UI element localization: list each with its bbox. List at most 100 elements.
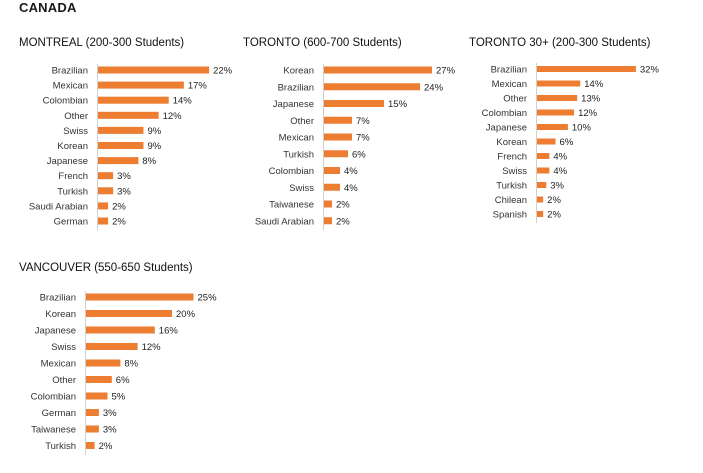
bar-turkish	[98, 187, 114, 195]
bar-swiss	[86, 343, 138, 350]
toronto-30-plus-chart-title: TORONTO 30+ (200-300 Students)	[469, 37, 651, 49]
toronto-bar-chart: Korean 27% Brazilian 24% Japanese 15% Other 7% M…	[255, 64, 456, 231]
value-label-brazilian: 22%	[213, 66, 233, 77]
category-label-colombian: Colombian	[269, 166, 314, 177]
category-label-korean: Korean	[57, 141, 88, 152]
value-label-swiss: 4%	[553, 166, 567, 177]
bar-turkish	[537, 182, 547, 188]
category-label-french: French	[497, 152, 527, 163]
category-label-turkish: Turkish	[283, 149, 314, 160]
montreal-chart-title: MONTREAL (200-300 Students)	[19, 37, 185, 49]
category-label-swiss: Swiss	[63, 126, 88, 137]
bar-colombian	[86, 392, 108, 400]
value-label-colombian: 14%	[173, 96, 193, 107]
category-label-taiwanese: Taiwanese	[269, 200, 314, 211]
value-label-french: 4%	[553, 152, 567, 163]
bar-spanish	[537, 211, 544, 217]
value-label-mexican: 17%	[188, 81, 208, 92]
value-label-spanish: 2%	[547, 210, 561, 221]
category-label-french: French	[58, 171, 88, 182]
bar-colombian	[324, 167, 340, 174]
bar-other	[324, 116, 352, 124]
category-label-mexican: Mexican	[41, 359, 76, 370]
value-label-brazilian: 25%	[198, 293, 218, 304]
value-label-colombian: 12%	[578, 108, 598, 119]
category-label-turkish: Turkish	[45, 441, 76, 452]
value-label-other: 7%	[356, 116, 370, 127]
value-label-japanese: 15%	[388, 99, 408, 110]
bar-brazilian	[86, 293, 194, 301]
value-label-turkish: 3%	[117, 186, 131, 197]
category-label-saudi-arabian: Saudi Arabian	[29, 201, 88, 212]
category-label-spanish: Spanish	[493, 210, 527, 221]
bar-turkish	[324, 150, 348, 158]
page-title: CANADA	[19, 0, 77, 15]
bar-taiwanese	[86, 425, 99, 433]
bar-colombian	[537, 109, 575, 116]
category-label-swiss: Swiss	[289, 183, 314, 194]
value-label-saudi-arabian: 2%	[336, 216, 350, 227]
bar-mexican	[86, 359, 121, 367]
vancouver-chart-title: VANCOUVER (550-650 Students)	[19, 262, 193, 274]
value-label-japanese: 16%	[159, 326, 179, 337]
category-label-mexican: Mexican	[279, 133, 314, 144]
category-label-other: Other	[290, 116, 314, 127]
value-label-korean: 27%	[436, 66, 456, 77]
value-label-mexican: 8%	[124, 359, 138, 370]
value-label-taiwanese: 3%	[103, 425, 117, 436]
category-label-saudi-arabian: Saudi Arabian	[255, 216, 314, 227]
value-label-german: 2%	[112, 217, 126, 228]
bar-french	[537, 153, 550, 159]
value-label-turkish: 3%	[550, 181, 564, 192]
value-label-korean: 6%	[560, 137, 574, 148]
category-label-mexican: Mexican	[492, 79, 527, 90]
category-label-korean: Korean	[496, 137, 527, 148]
bar-other	[86, 376, 112, 383]
bar-brazilian	[324, 83, 420, 91]
bar-japanese	[537, 124, 568, 130]
value-label-saudi-arabian: 2%	[112, 201, 126, 212]
value-label-korean: 9%	[147, 141, 161, 152]
category-label-brazilian: Brazilian	[52, 66, 88, 77]
bar-chilean	[537, 196, 544, 203]
category-label-german: German	[42, 408, 76, 419]
value-label-mexican: 14%	[584, 79, 604, 90]
bar-other	[98, 111, 159, 119]
vancouver-chart-panel: VANCOUVER (550-650 Students) Brazilian 25…	[19, 262, 244, 467]
toronto-30-plus-bar-chart: Brazilian 32% Mexican 14% Other 13% Colombian 1…	[482, 63, 659, 223]
value-label-other: 12%	[163, 111, 183, 122]
bar-saudi-arabian	[324, 217, 332, 225]
category-label-turkish: Turkish	[496, 181, 527, 192]
value-label-taiwanese: 2%	[336, 200, 350, 211]
bar-french	[98, 172, 114, 180]
bar-mexican	[324, 133, 352, 141]
category-label-colombian: Colombian	[31, 392, 76, 403]
value-label-colombian: 4%	[344, 166, 358, 177]
montreal-chart-panel: MONTREAL (200-300 Students) Brazilian 22%…	[19, 37, 244, 232]
bar-saudi-arabian	[98, 202, 109, 210]
category-label-other: Other	[52, 375, 76, 386]
bar-korean	[537, 138, 556, 145]
bar-korean	[98, 142, 144, 149]
vancouver-bar-chart: Brazilian 25% Korean 20% Japanese 16% Swiss 12%…	[31, 291, 218, 455]
category-label-colombian: Colombian	[482, 108, 527, 119]
value-label-turkish: 6%	[352, 149, 366, 160]
category-label-chilean: Chilean	[495, 195, 527, 206]
category-label-turkish: Turkish	[57, 186, 88, 197]
value-label-german: 3%	[103, 408, 117, 419]
value-label-japanese: 8%	[142, 156, 156, 167]
category-label-korean: Korean	[45, 309, 76, 320]
montreal-bar-chart: Brazilian 22% Mexican 17% Colombian 14% Other 1…	[29, 64, 233, 231]
value-label-colombian: 5%	[112, 392, 126, 403]
value-label-turkish: 2%	[99, 441, 113, 452]
category-label-brazilian: Brazilian	[491, 65, 527, 76]
bar-mexican	[537, 80, 581, 87]
category-label-japanese: Japanese	[47, 156, 88, 167]
toronto-chart-panel: TORONTO (600-700 Students) Korean 27% Braz…	[243, 37, 468, 232]
value-label-swiss: 9%	[147, 126, 161, 137]
value-label-korean: 20%	[176, 309, 196, 320]
bar-german	[98, 217, 109, 225]
bar-swiss	[98, 126, 144, 134]
toronto-chart-title: TORONTO (600-700 Students)	[243, 37, 402, 49]
bar-japanese	[324, 100, 384, 107]
